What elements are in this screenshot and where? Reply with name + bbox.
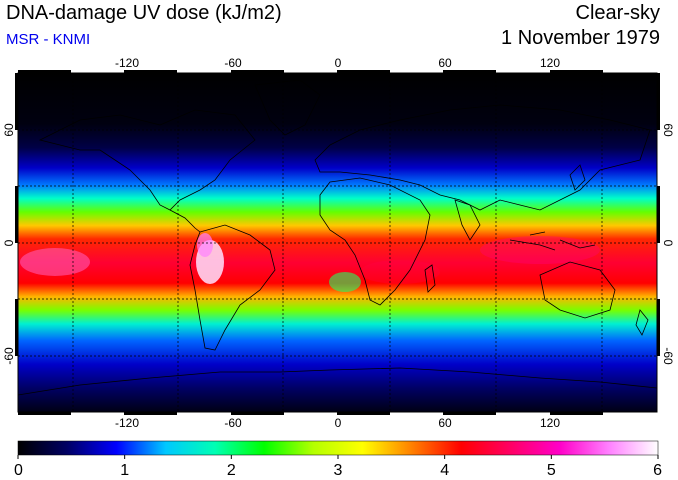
colorbar [17,440,659,456]
source-label: MSR - KNMI [6,31,91,48]
coastlines [18,79,657,396]
sky-condition-label: Clear-sky [575,2,660,24]
lon-tick-bottom-2: -60 [224,416,242,430]
lon-tick-top-5: 120 [540,56,560,70]
colorbar-label: 3 [334,462,343,479]
lat-tick-right-2: 0 [661,240,675,247]
lon-tick-bottom-3: 0 [335,416,342,430]
lon-tick-top-4: 60 [438,56,452,70]
map-title: DNA-damage UV dose (kJ/m2) [6,2,282,24]
lat-tick-left-1: 60 [2,123,16,137]
date-label: 1 November 1979 [501,27,660,49]
lon-tick-top-2: -60 [224,56,242,70]
colorbar-label: 1 [120,462,129,479]
colorbar-label: 2 [227,462,236,479]
lon-tick-bottom-4: 60 [438,416,452,430]
colorbar-label: 5 [547,462,556,479]
lat-tick-right-1: 60 [661,123,675,137]
uv-field-details [20,233,600,292]
lon-tick-bottom-1: -120 [115,416,139,430]
lat-tick-right-3: -60 [661,347,675,365]
lat-tick-left-3: -60 [2,347,16,365]
uv-field [18,73,657,412]
colorbar-label: 4 [440,462,449,479]
colorbar-ticks [17,455,659,459]
frame-checker [15,70,660,415]
graticule [18,73,657,412]
lat-tick-left-2: 0 [2,239,16,246]
colorbar-labels: 0 1 2 3 4 5 6 [14,462,662,479]
lon-tick-bottom-5: 120 [540,416,560,430]
lon-tick-top-1: -120 [115,56,139,70]
colorbar-label: 0 [14,462,23,479]
lon-tick-top-3: 0 [335,56,342,70]
colorbar-label: 6 [653,462,662,479]
